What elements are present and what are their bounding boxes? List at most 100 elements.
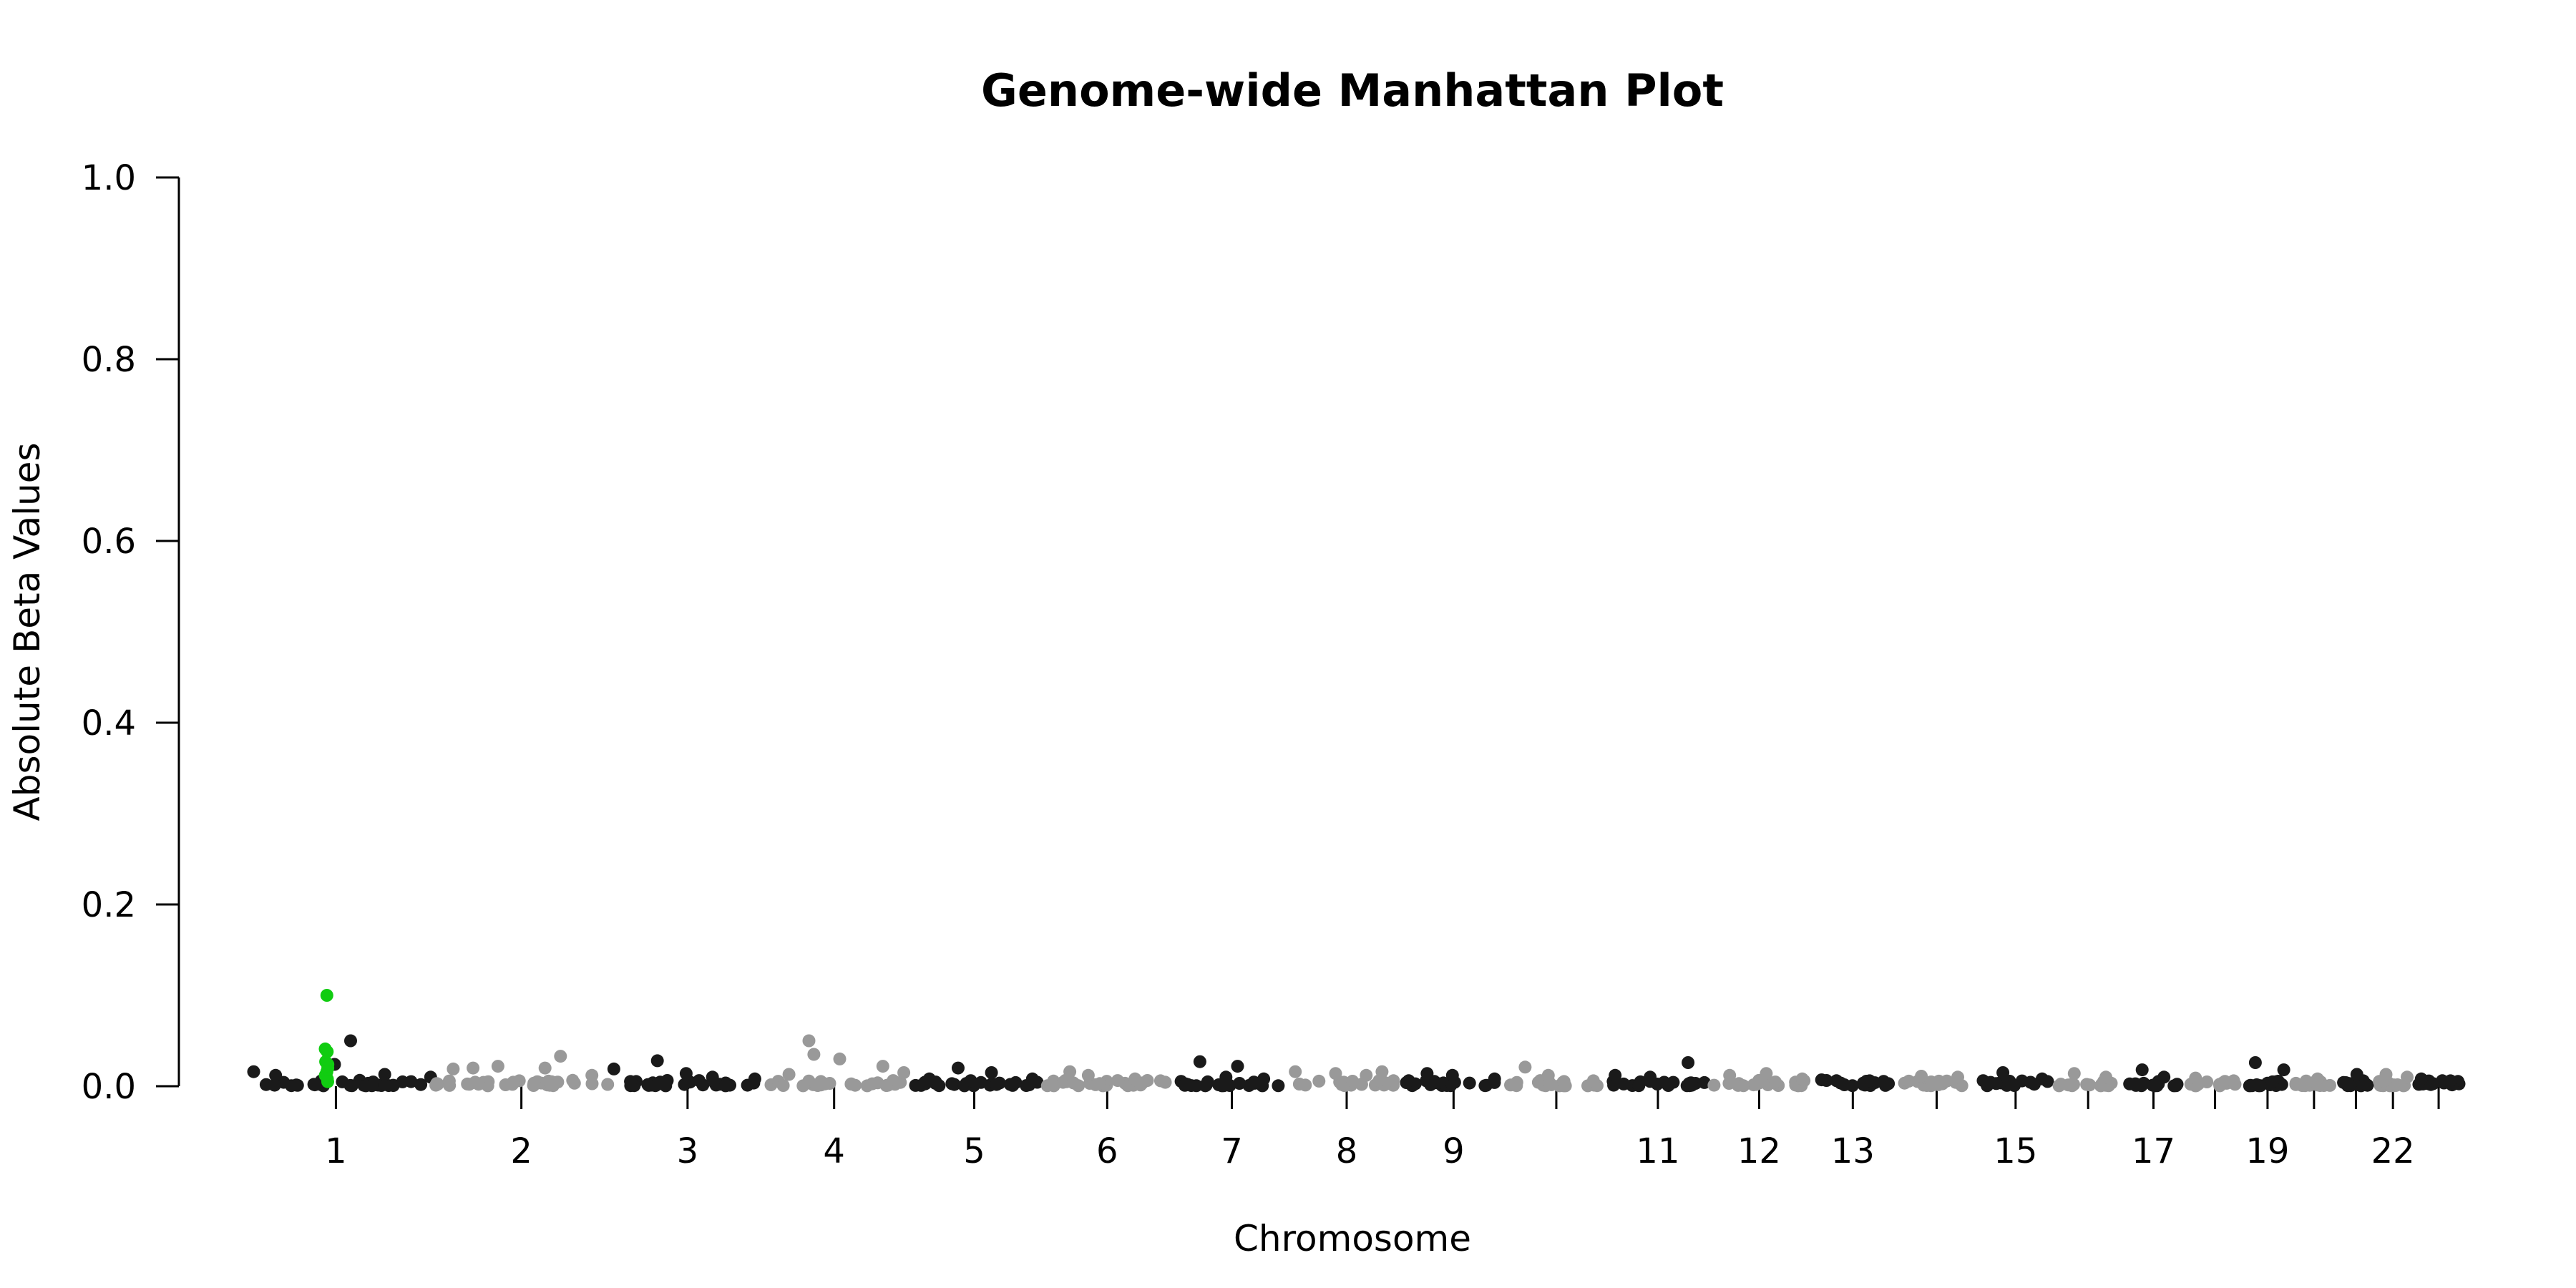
peak-point [1153, 1074, 1167, 1088]
peak-point [538, 1061, 552, 1075]
peak-point [344, 1034, 357, 1048]
x-tick-label: 15 [1994, 1131, 2037, 1171]
data-point [1510, 1075, 1523, 1089]
peak-point [1219, 1070, 1233, 1084]
peak-point [491, 1060, 504, 1073]
data-point [1292, 1078, 1306, 1091]
data-point [1662, 1079, 1675, 1092]
data-point [1684, 1076, 1698, 1090]
peak-point [748, 1072, 761, 1085]
peak-point [378, 1068, 391, 1081]
peak-point [1996, 1066, 2010, 1079]
peak-point [2227, 1074, 2240, 1088]
data-point [1531, 1075, 1545, 1089]
x-tick-label: 9 [1443, 1131, 1465, 1171]
x-tick-label: 7 [1221, 1131, 1243, 1171]
peak-point [1863, 1074, 1876, 1088]
peak-point [447, 1062, 460, 1075]
peak-point [1915, 1070, 1928, 1083]
data-point [2148, 1079, 2162, 1093]
chromosome-17-points [2123, 1063, 2184, 1093]
data-point [291, 1078, 304, 1092]
data-point [1924, 1075, 1938, 1088]
x-tick-label: 6 [1096, 1131, 1118, 1171]
peak-point [2401, 1070, 2414, 1084]
y-tick-label: 0.0 [82, 1067, 136, 1107]
peak-point [1420, 1067, 1434, 1080]
peak-point [1257, 1072, 1271, 1085]
data-point [2289, 1078, 2303, 1091]
peak-point [922, 1072, 936, 1085]
peak-point [1360, 1068, 1373, 1082]
chromosome-11-points [1606, 1056, 1711, 1093]
y-tick-label: 0.6 [82, 522, 136, 562]
data-point [974, 1075, 987, 1089]
chromosome-19-points [2243, 1056, 2290, 1093]
data-point [1632, 1079, 1646, 1093]
peak-point [1682, 1056, 1695, 1069]
chromosome-22-points [2373, 1068, 2414, 1093]
peak-point [2311, 1072, 2324, 1085]
peak-point [1488, 1072, 1501, 1085]
chart-title: Genome-wide Manhattan Plot [981, 64, 1724, 117]
peak-point [782, 1068, 796, 1081]
peak-point [952, 1061, 965, 1075]
peak-point [1375, 1065, 1389, 1078]
data-point [601, 1078, 615, 1091]
data-point [443, 1078, 457, 1092]
data-point [624, 1075, 638, 1088]
y-tick-label: 0.2 [82, 885, 136, 925]
peak-point [1128, 1072, 1142, 1085]
data-point [1976, 1074, 1990, 1088]
data-point [527, 1079, 540, 1092]
y-axis-label: Absolute Beta Values [6, 443, 48, 821]
data-point [811, 1079, 824, 1093]
peak-point [269, 1068, 283, 1082]
x-axis-label: Chromosome [1234, 1218, 1471, 1259]
x-axis: 1 2 3 4 5 6 7 8 9 11 12 13 15 17 19 22 [325, 1086, 2440, 1171]
peak-point [706, 1070, 719, 1084]
data-point [1750, 1078, 1763, 1091]
peak-point [807, 1048, 821, 1061]
data-point [429, 1078, 443, 1092]
peak-point [2350, 1068, 2363, 1081]
data-point [2250, 1078, 2263, 1091]
peak-point [1193, 1055, 1206, 1068]
peak-point [2277, 1063, 2290, 1077]
data-points [247, 989, 2466, 1093]
peak-point [1231, 1060, 1244, 1073]
peak-point [1063, 1065, 1077, 1078]
x-tick-label: 3 [677, 1131, 699, 1171]
peak-point [554, 1050, 567, 1063]
y-tick-label: 0.4 [82, 703, 136, 743]
chromosome-8-points [1289, 1065, 1400, 1093]
peak-point [1609, 1068, 1622, 1082]
data-point [1199, 1078, 1213, 1092]
peak-point [467, 1061, 480, 1075]
data-point [2391, 1078, 2404, 1091]
data-point [1769, 1075, 1782, 1089]
data-point [268, 1078, 281, 1092]
peak-point [1760, 1067, 1773, 1080]
data-point [693, 1074, 706, 1088]
chromosome-6-points [1040, 1065, 1172, 1093]
peak-point [1518, 1060, 1532, 1074]
data-point [1878, 1078, 1892, 1092]
chromosome-5-points [909, 1061, 1044, 1093]
chromosome-13-points [1815, 1073, 1896, 1093]
data-point [345, 1079, 358, 1093]
peak-point [1586, 1074, 1600, 1088]
peak-point [833, 1052, 847, 1065]
data-point [2299, 1074, 2313, 1088]
data-point [1557, 1075, 1571, 1088]
data-point [359, 1079, 373, 1093]
data-point [386, 1078, 400, 1092]
highlight-point [320, 989, 333, 1002]
peak-point [607, 1062, 620, 1075]
data-point [414, 1078, 428, 1091]
highlight-point [321, 1045, 334, 1058]
peak-point [1329, 1067, 1342, 1080]
data-point [2216, 1076, 2230, 1090]
chromosome-4-points [764, 1034, 911, 1093]
data-point [1989, 1077, 2003, 1091]
